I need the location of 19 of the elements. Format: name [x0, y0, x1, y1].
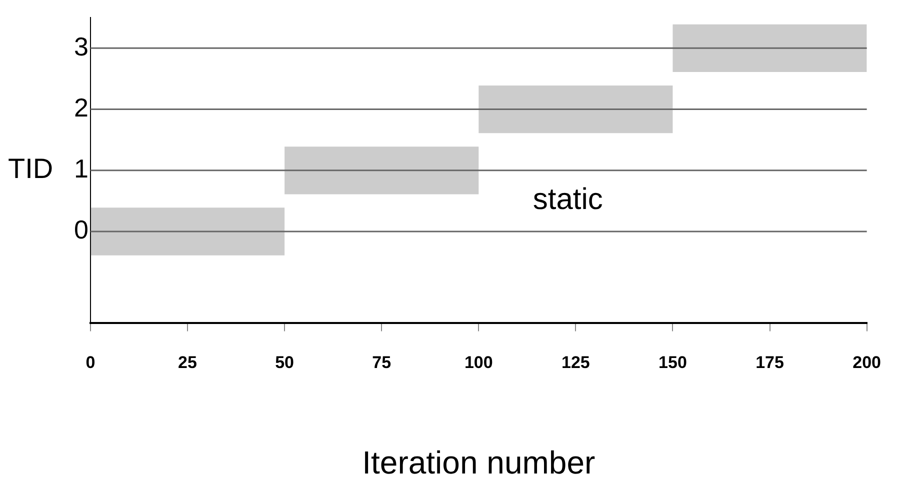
x-axis-title: Iteration number — [362, 444, 596, 481]
y-tick-label: 0 — [74, 214, 88, 245]
x-tick-label: 175 — [756, 353, 784, 372]
annotation: static — [532, 183, 603, 216]
x-tick-label: 200 — [852, 353, 882, 372]
x-tick-label: 75 — [372, 353, 392, 372]
y-tick-label: 2 — [74, 92, 88, 122]
x-tick-label: 25 — [178, 353, 197, 372]
x-tick-label: 125 — [561, 353, 590, 372]
x-tick-label: 50 — [275, 353, 294, 372]
x-tick-label: 150 — [658, 353, 687, 372]
bar — [90, 208, 285, 256]
bar — [284, 146, 479, 194]
y-axis-title: TID — [8, 153, 54, 184]
x-tick-label: 100 — [464, 353, 493, 372]
bar — [478, 85, 673, 134]
y-tick-label: 3 — [74, 31, 88, 62]
y-tick-label: 1 — [74, 154, 88, 184]
bar — [672, 24, 867, 72]
